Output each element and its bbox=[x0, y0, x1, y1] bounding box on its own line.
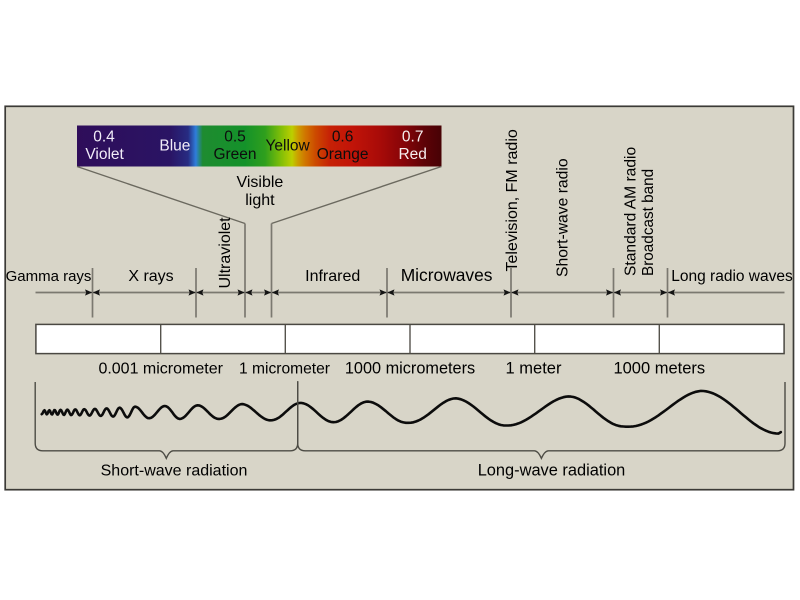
svg-text:Standard AM radio: Standard AM radio bbox=[623, 147, 640, 276]
svg-text:1000 meters: 1000 meters bbox=[613, 360, 705, 378]
svg-text:Orange: Orange bbox=[317, 146, 369, 163]
svg-text:1 meter: 1 meter bbox=[506, 360, 562, 378]
svg-text:X rays: X rays bbox=[128, 268, 173, 285]
svg-text:0.7: 0.7 bbox=[402, 129, 424, 146]
svg-text:Short-wave radiation: Short-wave radiation bbox=[101, 463, 248, 480]
svg-text:Gamma rays: Gamma rays bbox=[6, 268, 92, 285]
svg-text:Green: Green bbox=[213, 146, 256, 163]
svg-text:1 micrometer: 1 micrometer bbox=[239, 361, 330, 378]
svg-text:Blue: Blue bbox=[159, 138, 190, 155]
svg-text:Long-wave radiation: Long-wave radiation bbox=[478, 462, 626, 480]
svg-text:Violet: Violet bbox=[85, 146, 124, 163]
svg-text:Television, FM radio: Television, FM radio bbox=[504, 129, 521, 271]
svg-text:Yellow: Yellow bbox=[265, 138, 310, 155]
svg-text:light: light bbox=[245, 192, 275, 209]
svg-text:Red: Red bbox=[398, 146, 426, 163]
svg-text:Infrared: Infrared bbox=[305, 268, 360, 285]
svg-text:Long radio waves: Long radio waves bbox=[671, 268, 793, 285]
svg-text:0.4: 0.4 bbox=[93, 129, 115, 146]
svg-text:0.5: 0.5 bbox=[224, 129, 246, 146]
svg-text:Broadcast band: Broadcast band bbox=[640, 169, 657, 276]
svg-text:Short-wave radio: Short-wave radio bbox=[555, 158, 572, 277]
svg-text:Visible: Visible bbox=[236, 174, 283, 191]
svg-text:0.001 micrometer: 0.001 micrometer bbox=[98, 361, 223, 378]
svg-text:1000 micrometers: 1000 micrometers bbox=[345, 360, 475, 378]
svg-text:Ultraviolet: Ultraviolet bbox=[217, 217, 234, 289]
svg-text:Microwaves: Microwaves bbox=[401, 265, 493, 285]
svg-text:0.6: 0.6 bbox=[332, 129, 354, 146]
